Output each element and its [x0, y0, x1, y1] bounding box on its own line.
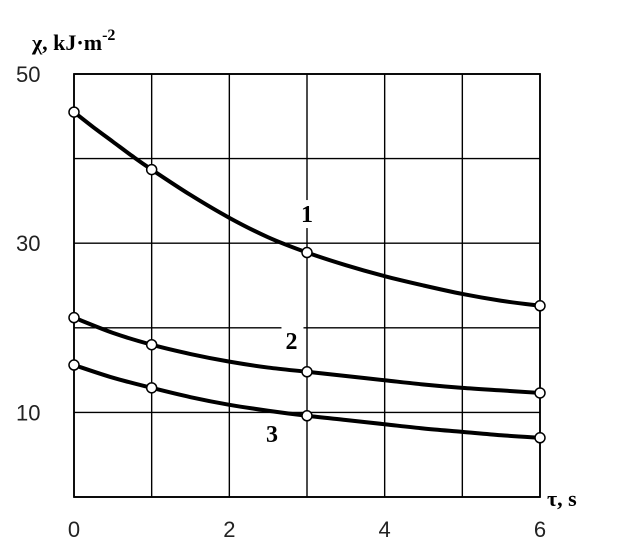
y-tick-label-background — [14, 229, 48, 258]
series-2-point — [145, 338, 158, 351]
series-2-label-background — [281, 326, 304, 355]
series-1-line — [72, 110, 542, 308]
x-tick-label: 4 — [379, 517, 391, 542]
series: 1 2 3 — [68, 106, 546, 449]
series-1-label-background — [297, 200, 319, 229]
y-tick-label: 30 — [16, 231, 40, 256]
y-tick-label-background — [14, 60, 48, 88]
series-1: 1 — [68, 106, 546, 312]
series-3-point — [301, 410, 313, 422]
series-1-point — [145, 163, 158, 176]
y-tick-label: 10 — [16, 400, 40, 425]
y-tick-label-background — [14, 398, 48, 427]
series-3-point — [145, 382, 158, 394]
series-3-point — [534, 432, 546, 444]
series-3: 3 — [68, 359, 546, 449]
series-2-point — [68, 311, 80, 324]
x-tick-label: 6 — [534, 517, 546, 542]
series-2-point — [301, 366, 313, 378]
y-tick-labels: 10 30 50 — [14, 60, 48, 427]
series-3-label-background — [262, 420, 285, 449]
plot-frame — [73, 73, 541, 498]
series-1-label: 1 — [301, 202, 313, 228]
series-1-point — [534, 300, 546, 312]
x-tick-label: 2 — [223, 517, 235, 542]
series-2-label: 2 — [285, 329, 297, 355]
y-axis-title: χ, kJ·m-2 — [31, 27, 115, 55]
series-1-point — [301, 246, 313, 259]
y-axis-title-exponent: -2 — [102, 27, 115, 44]
series-2: 2 — [68, 311, 546, 399]
series-1-point — [68, 106, 80, 118]
series-3-point — [68, 359, 80, 371]
svg-text:χ, kJ·m-2: χ, kJ·m-2 — [31, 27, 115, 55]
series-3-label: 3 — [266, 422, 278, 448]
x-tick-labels: 0 2 4 6 — [68, 517, 546, 542]
series-2-point — [534, 387, 546, 399]
y-axis-title-main: χ, kJ·m — [31, 30, 102, 55]
x-tick-label: 0 — [68, 517, 80, 542]
x-axis-title: τ, s — [547, 486, 577, 511]
y-tick-label: 50 — [16, 62, 40, 87]
